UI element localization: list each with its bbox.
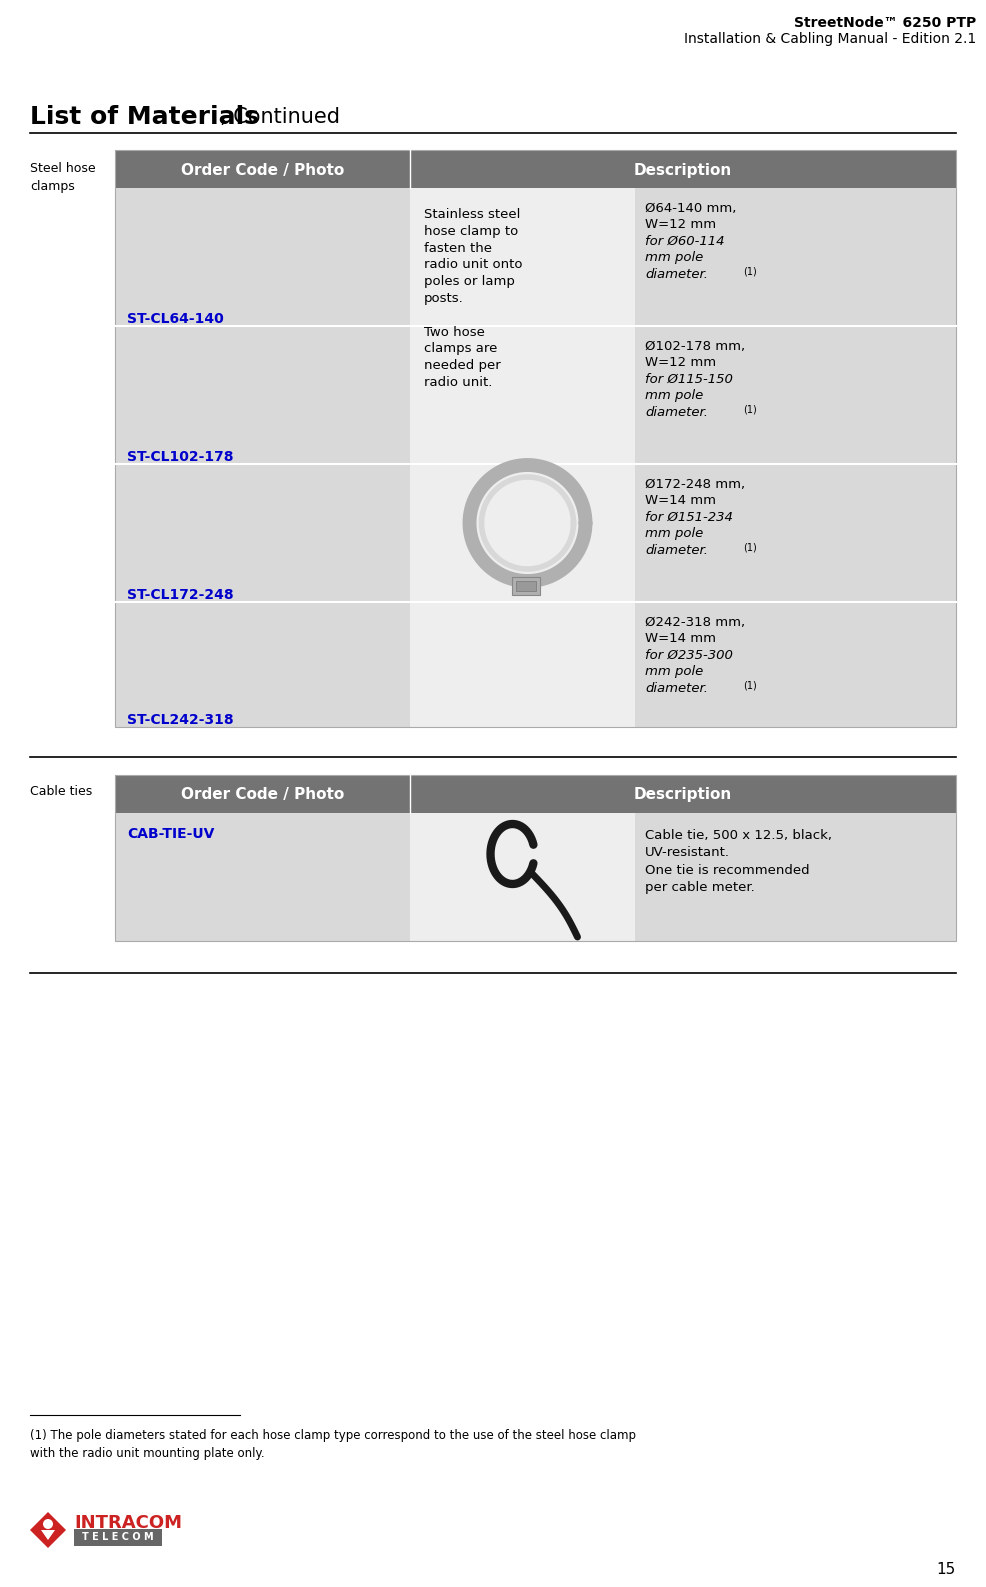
Text: diameter.: diameter. [645, 406, 708, 419]
Text: Order Code / Photo: Order Code / Photo [180, 787, 344, 803]
Text: List of Materials: List of Materials [30, 105, 259, 129]
Text: ST-CL242-318: ST-CL242-318 [127, 713, 234, 727]
Text: 15: 15 [937, 1562, 956, 1577]
Text: , Continued: , Continued [220, 106, 340, 127]
Text: Description: Description [634, 787, 733, 803]
Text: Cable tie, 500 x 12.5, black,
UV-resistant.
One tie is recommended
per cable met: Cable tie, 500 x 12.5, black, UV-resista… [645, 828, 832, 895]
Text: Installation & Cabling Manual - Edition 2.1: Installation & Cabling Manual - Edition … [683, 32, 976, 46]
Text: diameter.: diameter. [645, 544, 708, 557]
Bar [635, 463, 956, 601]
Text: diameter.: diameter. [645, 268, 708, 281]
Polygon shape [30, 1512, 66, 1547]
Text: for Ø235-300: for Ø235-300 [645, 649, 733, 662]
Text: Order Code / Photo: Order Code / Photo [180, 162, 344, 178]
Text: Cable ties: Cable ties [30, 786, 93, 798]
Bar [516, 581, 535, 590]
Bar [115, 187, 410, 325]
Text: INTRACOM: INTRACOM [74, 1514, 182, 1531]
Text: W=12 mm: W=12 mm [645, 357, 716, 370]
Bar [410, 187, 635, 325]
Bar [635, 601, 956, 727]
Bar [635, 325, 956, 463]
Text: (1): (1) [743, 543, 756, 552]
Bar [115, 601, 410, 727]
Bar [512, 578, 539, 595]
Text: ST-CL172-248: ST-CL172-248 [127, 589, 234, 601]
Text: T E L E C O M: T E L E C O M [82, 1533, 154, 1543]
Text: for Ø115-150: for Ø115-150 [645, 373, 733, 386]
Bar [635, 187, 956, 325]
Bar [115, 463, 410, 601]
Bar [635, 813, 956, 941]
Bar [115, 774, 956, 813]
Bar [115, 325, 410, 463]
Text: StreetNode™ 6250 PTP: StreetNode™ 6250 PTP [794, 16, 976, 30]
Text: W=14 mm: W=14 mm [645, 495, 716, 508]
Bar [115, 774, 956, 941]
Text: mm pole: mm pole [645, 389, 703, 403]
Text: diameter.: diameter. [645, 682, 708, 695]
Text: ST-CL102-178: ST-CL102-178 [127, 451, 234, 463]
Polygon shape [41, 1530, 55, 1539]
Text: mm pole: mm pole [645, 527, 703, 541]
Text: mm pole: mm pole [645, 665, 703, 679]
Text: Stainless steel
hose clamp to
fasten the
radio unit onto
poles or lamp
posts.

T: Stainless steel hose clamp to fasten the… [424, 208, 523, 389]
Bar [115, 813, 410, 941]
Text: CAB-TIE-UV: CAB-TIE-UV [127, 827, 214, 841]
Text: Steel hose
clamps: Steel hose clamps [30, 162, 96, 194]
Text: Description: Description [634, 162, 733, 178]
Text: Ø102-178 mm,: Ø102-178 mm, [645, 340, 745, 352]
Text: (1) The pole diameters stated for each hose clamp type correspond to the use of : (1) The pole diameters stated for each h… [30, 1428, 636, 1460]
Bar [115, 151, 956, 727]
Text: for Ø151-234: for Ø151-234 [645, 511, 733, 524]
Bar [115, 151, 956, 187]
Bar [410, 813, 635, 941]
Text: W=14 mm: W=14 mm [645, 633, 716, 646]
Bar [410, 601, 635, 727]
Text: ST-CL64-140: ST-CL64-140 [127, 313, 224, 325]
Text: (1): (1) [743, 405, 756, 414]
Text: for Ø60-114: for Ø60-114 [645, 235, 725, 248]
Circle shape [43, 1519, 53, 1528]
Text: mm pole: mm pole [645, 251, 703, 265]
Text: Ø64-140 mm,: Ø64-140 mm, [645, 202, 737, 214]
Bar [410, 325, 635, 463]
Bar [74, 1528, 162, 1546]
Bar [410, 463, 635, 601]
Text: W=12 mm: W=12 mm [645, 219, 716, 232]
Text: (1): (1) [743, 267, 756, 278]
Text: (1): (1) [743, 681, 756, 690]
Text: Ø242-318 mm,: Ø242-318 mm, [645, 616, 745, 628]
Text: Ø172-248 mm,: Ø172-248 mm, [645, 478, 745, 490]
